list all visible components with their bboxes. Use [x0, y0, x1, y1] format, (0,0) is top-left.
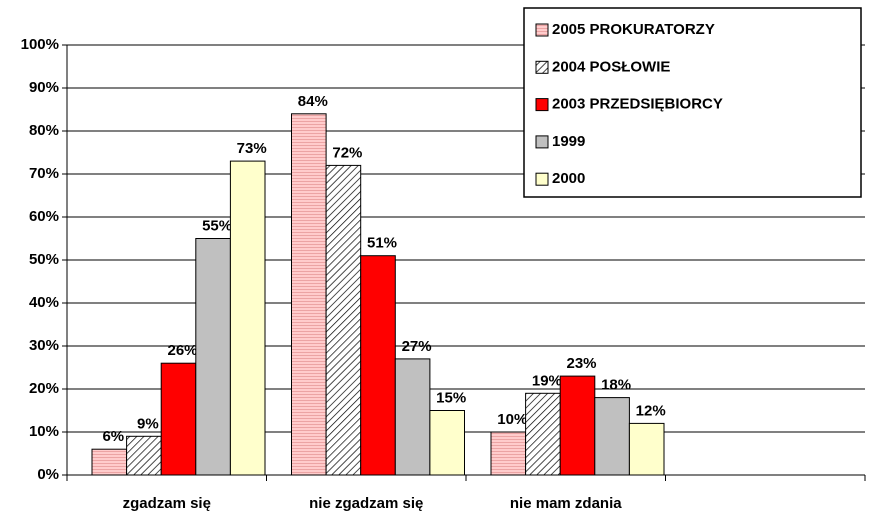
legend-label: 2000: [552, 170, 585, 187]
legend-label: 1999: [552, 133, 585, 150]
bar: [126, 435, 162, 476]
data-label: 19%: [532, 372, 562, 389]
x-tick-label: zgadzam się: [123, 495, 211, 512]
y-tick-label: 100%: [21, 36, 59, 53]
bar: [525, 392, 561, 476]
data-label: 9%: [137, 415, 159, 432]
data-label: 55%: [202, 217, 232, 234]
data-label: 84%: [298, 93, 328, 110]
y-tick-label: 90%: [29, 79, 59, 96]
data-label: 72%: [332, 144, 362, 161]
bar: [229, 160, 266, 476]
data-label: 6%: [102, 428, 124, 445]
y-tick-label: 70%: [29, 165, 59, 182]
bar: [195, 238, 231, 476]
y-tick-label: 60%: [29, 208, 59, 225]
bar: [594, 397, 630, 476]
data-label: 12%: [636, 402, 666, 419]
legend-swatch: [535, 98, 549, 112]
y-tick-label: 30%: [29, 337, 59, 354]
bar: [490, 431, 527, 476]
legend-swatch: [535, 135, 549, 149]
data-label: 27%: [402, 338, 432, 355]
bar: [291, 113, 327, 476]
y-tick-label: 40%: [29, 294, 59, 311]
data-label: 15%: [436, 389, 466, 406]
legend-frame: [523, 7, 862, 198]
bar: [160, 362, 197, 476]
data-label: 73%: [237, 140, 267, 157]
bar: [360, 255, 396, 476]
bar: [429, 410, 465, 476]
bar: [91, 448, 128, 476]
legend-label: 2005 PROKURATORZY: [552, 21, 715, 38]
y-tick-label: 20%: [29, 380, 59, 397]
data-label: 51%: [367, 235, 397, 252]
legend-label: 2003 PRZEDSIĘBIORCY: [552, 96, 723, 113]
bar: [325, 164, 362, 476]
legend-swatch: [535, 60, 549, 74]
legend-swatch: [535, 23, 549, 37]
x-tick-label: nie zgadzam się: [309, 495, 423, 512]
bar: [628, 422, 665, 476]
legend-swatch: [535, 172, 549, 186]
data-label: 26%: [167, 342, 197, 359]
data-label: 23%: [566, 355, 596, 372]
y-tick-label: 10%: [29, 423, 59, 440]
y-tick-label: 0%: [37, 466, 59, 483]
y-tick-label: 50%: [29, 251, 59, 268]
bar: [394, 358, 431, 476]
legend-label: 2004 POSŁOWIE: [552, 58, 670, 75]
data-label: 18%: [601, 377, 631, 394]
bar: [559, 375, 596, 476]
data-label: 10%: [497, 411, 527, 428]
y-tick-label: 80%: [29, 122, 59, 139]
x-tick-label: nie mam zdania: [510, 495, 622, 512]
